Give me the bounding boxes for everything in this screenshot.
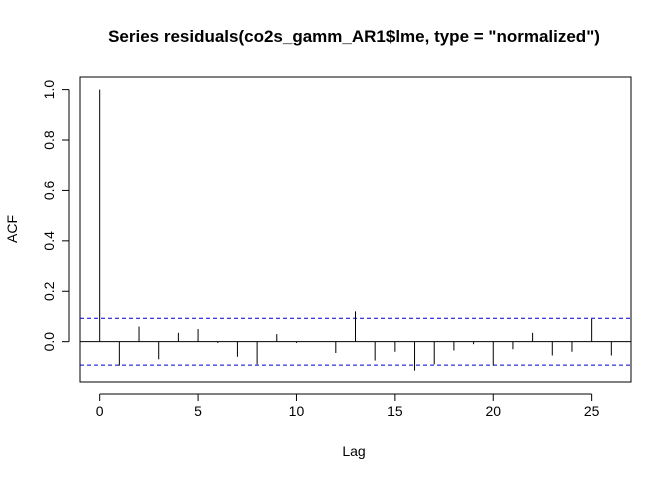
y-tick-label: 0.6 [41,180,57,200]
y-axis-label: ACF [4,215,20,243]
acf-bars [99,89,612,371]
x-tick-label: 10 [289,403,305,419]
y-tick-label: 0.8 [41,130,57,150]
plot-frame [79,76,632,383]
chart-title: Series residuals(co2s_gamm_AR1$lme, type… [108,27,600,46]
y-tick-label: 0.2 [41,281,57,301]
x-tick-label: 25 [584,403,600,419]
x-axis-label: Lag [342,443,365,459]
y-axis: 0.0 0.2 0.4 0.6 0.8 1.0 [41,80,70,352]
x-tick-label: 0 [96,403,104,419]
y-tick-label: 1.0 [41,80,57,100]
x-axis: 0 5 10 15 20 25 [96,393,600,419]
x-tick-label: 15 [387,403,403,419]
y-tick-label: 0.4 [41,231,57,251]
y-tick-label: 0.0 [41,332,57,352]
x-tick-label: 20 [485,403,501,419]
x-tick-label: 5 [194,403,202,419]
